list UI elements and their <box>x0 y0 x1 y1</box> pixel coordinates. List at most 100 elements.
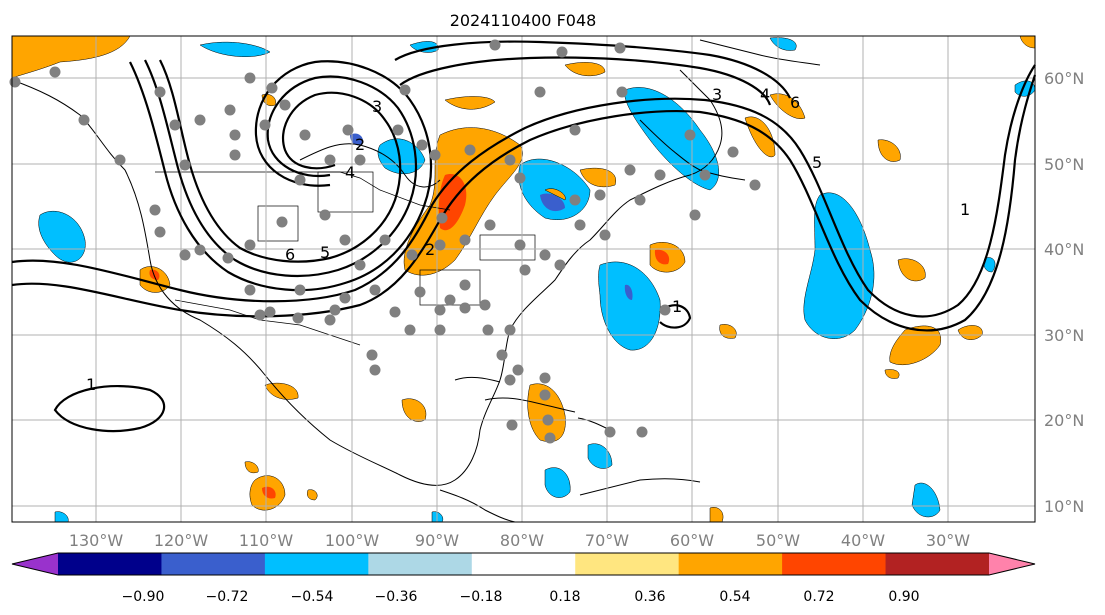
station-dot <box>504 374 516 386</box>
station-dots <box>9 39 761 444</box>
contour-label: 3 <box>372 97 382 116</box>
contour-label: 1 <box>86 375 96 394</box>
lon-label: 40°W <box>841 531 885 550</box>
station-dot <box>114 154 126 166</box>
contour-label: 4 <box>760 85 770 104</box>
station-dot <box>366 349 378 361</box>
station-dot <box>224 104 236 116</box>
station-dot <box>324 314 336 326</box>
station-dot <box>292 312 304 324</box>
lon-label: 120°W <box>154 531 209 550</box>
station-dot <box>222 252 234 264</box>
station-dot <box>149 204 161 216</box>
colorbar-tick: −0.90 <box>122 589 165 605</box>
station-dot <box>614 42 626 54</box>
colorbar <box>11 552 1036 576</box>
station-dot <box>539 372 551 384</box>
station-dot <box>179 249 191 261</box>
station-dot <box>434 304 446 316</box>
station-dot <box>444 294 456 306</box>
station-dot <box>329 304 341 316</box>
station-dot <box>229 129 241 141</box>
colorbar-segment <box>575 553 680 575</box>
station-dot <box>276 216 288 228</box>
station-dot <box>154 86 166 98</box>
contour-label: 4 <box>345 163 355 182</box>
station-dot <box>689 209 701 221</box>
station-dot <box>569 194 581 206</box>
colorbar-segment <box>58 553 162 575</box>
station-dot <box>392 124 404 136</box>
lon-label: 30°W <box>926 531 970 550</box>
station-dot <box>339 234 351 246</box>
station-dot <box>749 179 761 191</box>
lon-label: 80°W <box>500 531 544 550</box>
station-dot <box>459 302 471 314</box>
station-dot <box>604 426 616 438</box>
station-dot <box>319 209 331 221</box>
lat-label: 20°N <box>1044 411 1084 430</box>
lat-label: 60°N <box>1044 69 1084 88</box>
station-dot <box>429 149 441 161</box>
station-dot <box>354 154 366 166</box>
station-dot <box>459 234 471 246</box>
station-dot <box>489 39 501 51</box>
contour-label: 1 <box>672 297 682 316</box>
contour-lines <box>11 40 1037 433</box>
station-dot <box>434 324 446 336</box>
station-dot <box>624 164 636 176</box>
station-dot <box>654 169 666 181</box>
station-dot <box>616 86 628 98</box>
station-dot <box>339 292 351 304</box>
station-dot <box>266 82 278 94</box>
colorbar-segment <box>782 553 887 575</box>
contour-label: 1 <box>960 200 970 219</box>
station-dot <box>504 154 516 166</box>
station-dot <box>556 46 568 58</box>
colorbar-tick: −0.36 <box>375 589 418 605</box>
station-dot <box>416 139 428 151</box>
station-dot <box>406 249 418 261</box>
station-dot <box>479 299 491 311</box>
contour-label: 6 <box>790 93 800 112</box>
station-dot <box>434 239 446 251</box>
lon-label: 100°W <box>325 531 380 550</box>
contour-label: 5 <box>320 243 330 262</box>
station-dot <box>459 279 471 291</box>
station-dot <box>49 66 61 78</box>
colorbar-segment <box>368 553 473 575</box>
lon-label: 50°W <box>756 531 800 550</box>
station-dot <box>254 309 266 321</box>
station-dot <box>636 426 648 438</box>
station-dot <box>484 219 496 231</box>
station-dot <box>244 239 256 251</box>
station-dot <box>294 174 306 186</box>
colorbar-extend-min <box>12 553 58 575</box>
station-dot <box>379 234 391 246</box>
colorbar-tick: −0.72 <box>206 589 249 605</box>
station-dot <box>512 364 524 376</box>
colorbar-segment <box>471 553 576 575</box>
colorbar-tick: −0.18 <box>460 589 503 605</box>
station-dot <box>574 219 586 231</box>
station-dot <box>554 259 566 271</box>
lon-label: 90°W <box>415 531 459 550</box>
station-dot <box>169 119 181 131</box>
station-dot <box>154 226 166 238</box>
station-dot <box>264 306 276 318</box>
lat-label: 10°N <box>1044 497 1084 516</box>
station-dot <box>634 194 646 206</box>
station-dot <box>599 229 611 241</box>
station-dot <box>659 304 671 316</box>
station-dot <box>539 389 551 401</box>
station-dot <box>389 306 401 318</box>
station-dot <box>482 324 494 336</box>
station-dot <box>514 172 526 184</box>
station-dot <box>342 124 354 136</box>
station-dot <box>259 119 271 131</box>
contour-label: 5 <box>812 153 822 172</box>
latitude-labels: 60°N 50°N 40°N 30°N 20°N 10°N <box>1044 69 1084 516</box>
station-dot <box>569 124 581 136</box>
colorbar-tick-labels: −0.90 −0.72 −0.54 −0.36 −0.18 0.18 0.36 … <box>122 589 920 605</box>
station-dot <box>684 129 696 141</box>
